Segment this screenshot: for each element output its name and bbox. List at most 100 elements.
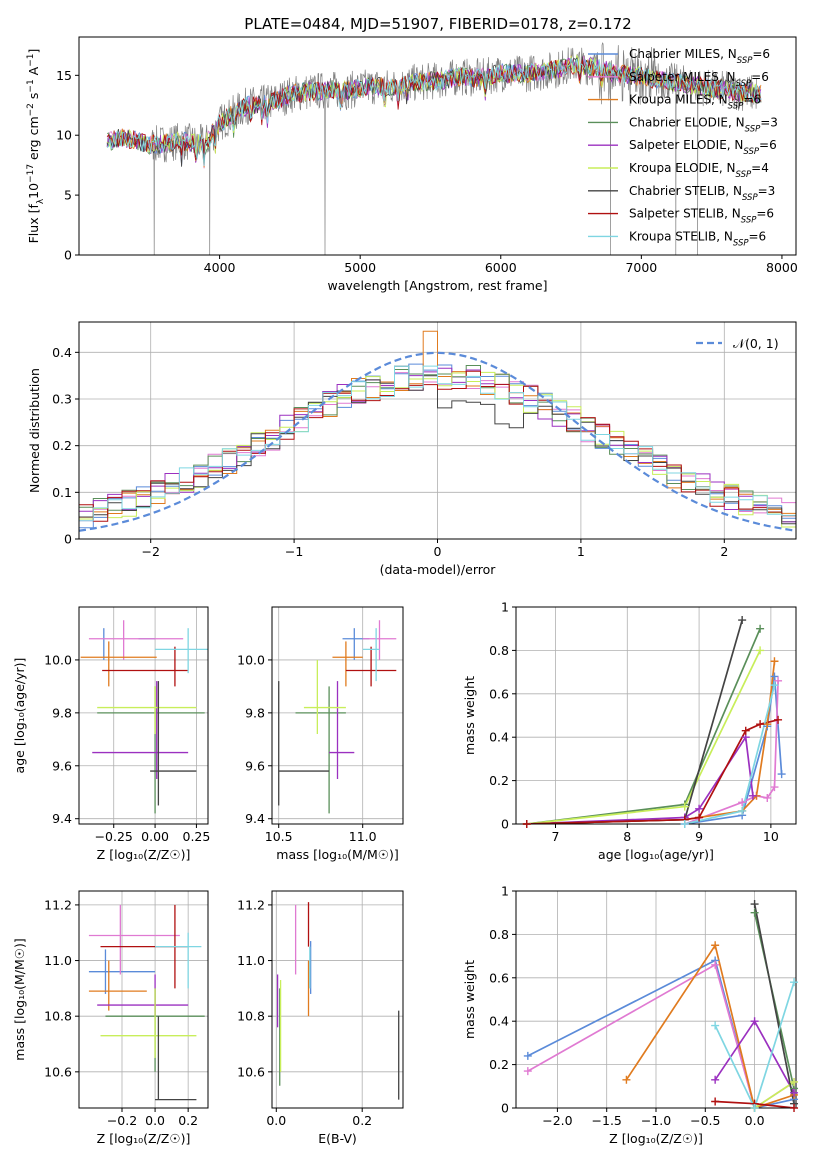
panel-spectrum: 4000 5000 6000 7000 8000 0 5 10 15 wavelength [An… bbox=[26, 36, 798, 293]
series-marker bbox=[522, 820, 531, 828]
panel-mw_vs_Z: −2.0 −1.5 −1.0 −0.5 0.0 0 0.2 0.4 0.6 0.8 1 Z [log₁… bbox=[462, 884, 799, 1146]
y-axis-label-part: ] bbox=[26, 49, 41, 54]
plot-area bbox=[106, 42, 762, 255]
plot-area bbox=[527, 903, 795, 1108]
y-tick-label: 0.4 bbox=[52, 345, 72, 360]
y-axis-label: Flux [fλ10−17 erg cm−2 s−1 A−1] bbox=[26, 49, 46, 244]
y-tick-label: 0.8 bbox=[489, 643, 509, 658]
y-tick-label: 0 bbox=[501, 1101, 509, 1116]
x-tick-label: 8000 bbox=[766, 260, 798, 275]
series-marker bbox=[750, 908, 759, 917]
y-tick-label: 9.8 bbox=[245, 705, 265, 720]
series-marker bbox=[790, 1077, 799, 1086]
x-axis-label: age [log₁₀(age/yr)] bbox=[598, 847, 714, 862]
series-marker bbox=[750, 1104, 759, 1112]
y-axis-label-part: −1 bbox=[26, 79, 36, 92]
y-axis-label-part: −1 bbox=[26, 54, 36, 67]
y-axis-label: Normed distribution bbox=[27, 368, 42, 493]
x-tick-label: 0.2 bbox=[352, 1113, 372, 1128]
y-tick-label: 0.1 bbox=[52, 485, 72, 500]
x-tick-label: −1.0 bbox=[641, 1113, 671, 1128]
x-tick-label: 4000 bbox=[204, 260, 236, 275]
spectrum-model-line bbox=[106, 57, 762, 167]
legend-label: 𝒩(0, 1) bbox=[733, 336, 779, 351]
histogram-step-line bbox=[79, 365, 796, 525]
series-marker bbox=[738, 806, 747, 815]
plot-area bbox=[278, 620, 397, 814]
plot-area bbox=[88, 904, 205, 1101]
x-tick-label: 11.0 bbox=[349, 829, 377, 844]
series-marker bbox=[750, 900, 759, 909]
x-tick-label: −1.5 bbox=[592, 1113, 622, 1128]
series-marker bbox=[756, 720, 765, 729]
x-tick-label: 9 bbox=[695, 829, 703, 844]
y-tick-label: 11.0 bbox=[44, 953, 72, 968]
legend-label: Salpeter STELIB, NSSP=6 bbox=[629, 207, 774, 226]
x-axis-label: Z [log₁₀(Z/Z☉)] bbox=[97, 1131, 191, 1146]
y-tick-label: 0.2 bbox=[489, 773, 509, 788]
y-tick-label: 10.6 bbox=[44, 1064, 72, 1079]
y-tick-label: 10.0 bbox=[44, 652, 72, 667]
y-axis-label-part: −2 bbox=[26, 103, 36, 116]
series-line bbox=[684, 680, 779, 824]
x-axis-label: E(B-V) bbox=[318, 1131, 357, 1146]
y-axis-label-part: A bbox=[26, 66, 41, 79]
x-tick-label: 7000 bbox=[625, 260, 657, 275]
y-tick-label: 0.3 bbox=[52, 392, 72, 407]
series-marker bbox=[770, 657, 779, 666]
x-axis-label: (data-model)/error bbox=[380, 562, 497, 577]
series-marker bbox=[770, 672, 779, 681]
y-tick-label: 1 bbox=[501, 600, 509, 615]
plot-area bbox=[80, 620, 208, 814]
x-axis-label: wavelength [Angstrom, rest frame] bbox=[327, 278, 547, 293]
y-tick-label: 0.6 bbox=[489, 686, 509, 701]
y-tick-label: 9.6 bbox=[245, 758, 265, 773]
series-marker bbox=[741, 726, 750, 735]
x-axis-label: Z [log₁₀(Z/Z☉)] bbox=[609, 1131, 703, 1146]
panel-mass_vs_ebv: 0.0 0.2 10.6 10.8 11.0 11.2 E(B-V) bbox=[237, 890, 404, 1146]
series-marker bbox=[695, 813, 704, 822]
axes-frame bbox=[78, 36, 797, 256]
panel-mass_vs_Z: −0.2 0.0 0.2 10.6 10.8 11.0 11.2 Z [log₁₀(Z/Z☉)… bbox=[12, 890, 209, 1146]
x-tick-label: 0.00 bbox=[141, 829, 169, 844]
y-axis-label: mass weight bbox=[462, 676, 477, 755]
x-tick-label: 0.0 bbox=[266, 1113, 286, 1128]
x-tick-label: −2.0 bbox=[542, 1113, 572, 1128]
gaussian-curve bbox=[79, 351, 796, 532]
series-marker bbox=[763, 720, 772, 729]
y-tick-label: 0.4 bbox=[489, 730, 509, 745]
y-axis-label-part: s bbox=[26, 93, 41, 104]
x-tick-label: −2 bbox=[141, 544, 159, 559]
x-tick-label: −0.25 bbox=[95, 829, 133, 844]
x-tick-label: −1 bbox=[285, 544, 303, 559]
panel-age_vs_Z: −0.25 0.00 0.25 9.4 9.6 9.8 10.0 Z [log₁₀(Z/Z☉)… bbox=[12, 606, 210, 862]
x-tick-label: 1 bbox=[577, 544, 585, 559]
y-tick-label: 0.2 bbox=[52, 438, 72, 453]
axes-frame bbox=[78, 890, 209, 1109]
x-tick-label: 0 bbox=[434, 544, 442, 559]
series-marker bbox=[711, 1021, 720, 1030]
x-tick-label: −0.2 bbox=[107, 1113, 137, 1128]
series-marker bbox=[748, 791, 757, 800]
y-axis-label: mass [log₁₀(M/M☉)] bbox=[12, 938, 27, 1060]
y-tick-label: 0 bbox=[64, 248, 72, 263]
series-line bbox=[753, 903, 795, 1104]
y-tick-label: 10.8 bbox=[44, 1009, 72, 1024]
y-tick-label: 0.4 bbox=[489, 1014, 509, 1029]
series-marker bbox=[770, 783, 779, 792]
series-line bbox=[625, 943, 795, 1108]
series-marker bbox=[750, 1017, 759, 1026]
series-marker bbox=[622, 1075, 631, 1084]
series-marker bbox=[763, 793, 772, 802]
axes-frame bbox=[271, 890, 404, 1109]
panel-residuals: −2 −1 0 1 2 0 0.1 0.2 0.3 0.4 (data-model)/error No… bbox=[27, 321, 797, 577]
figure-title: PLATE=0484, MJD=51907, FIBERID=0178, z=0… bbox=[244, 15, 631, 33]
series-marker bbox=[738, 798, 747, 807]
series-marker bbox=[711, 1075, 720, 1084]
series-marker bbox=[777, 770, 786, 779]
y-tick-label: 5 bbox=[64, 188, 72, 203]
x-tick-label: 7 bbox=[552, 829, 560, 844]
series-line bbox=[684, 684, 776, 824]
legend-label: Chabrier ELODIE, NSSP=3 bbox=[629, 115, 778, 134]
axes-frame bbox=[515, 606, 797, 825]
